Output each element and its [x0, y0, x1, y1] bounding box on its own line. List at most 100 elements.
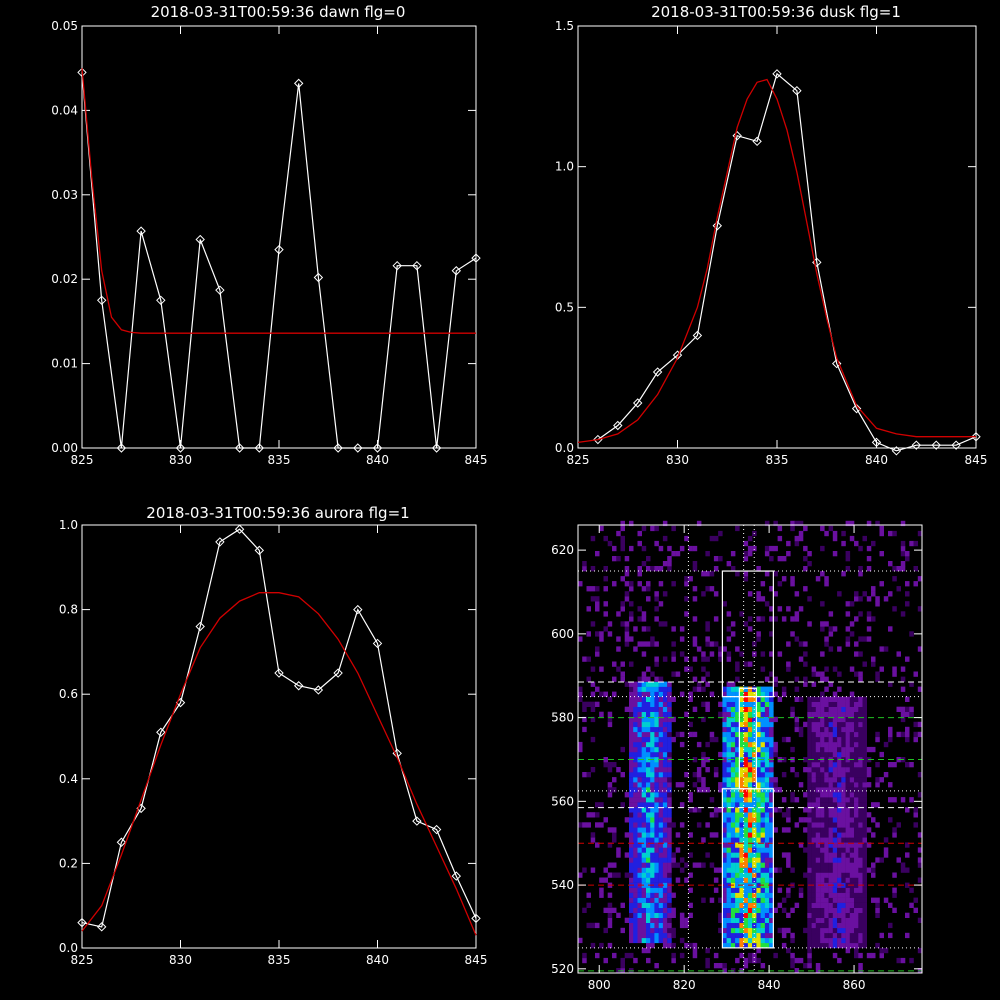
heatmap-cell	[803, 847, 808, 853]
heatmap-cell	[807, 907, 812, 913]
heatmap-cell	[646, 676, 651, 682]
heatmap-cell	[764, 691, 770, 697]
heatmap-cell	[862, 757, 867, 763]
heatmap-cell	[620, 621, 625, 627]
heatmap-cell	[875, 857, 880, 863]
heatmap-cell	[764, 817, 770, 823]
heatmap-cell	[735, 757, 740, 763]
heatmap-cell	[794, 822, 800, 828]
heatmap-cell	[633, 877, 638, 883]
heatmap-cell	[858, 651, 863, 657]
heatmap-cell	[773, 827, 778, 833]
heatmap-cell	[760, 736, 766, 743]
heatmap-cell	[854, 696, 859, 702]
heatmap-cell	[735, 902, 740, 908]
heatmap-cell	[807, 837, 812, 843]
heatmap-cell	[637, 857, 642, 863]
heatmap-cell	[654, 907, 659, 913]
heatmap-cell	[807, 716, 812, 723]
heatmap-cell	[815, 963, 821, 969]
heatmap-cell	[679, 912, 685, 918]
heatmap-cell	[696, 787, 702, 793]
heatmap-cell	[845, 706, 851, 712]
heatmap-cell	[650, 767, 655, 773]
heatmap-cell	[769, 817, 774, 823]
heatmap-cell	[730, 736, 736, 743]
heatmap-cell	[629, 817, 634, 823]
heatmap-cell	[646, 586, 651, 592]
heatmap-cell	[913, 897, 918, 903]
heatmap-cell	[743, 736, 749, 743]
heatmap-cell	[646, 736, 651, 743]
heatmap-cell	[582, 656, 587, 662]
heatmap-cell	[837, 772, 842, 778]
heatmap-cell	[726, 897, 732, 903]
heatmap-cell	[815, 942, 821, 949]
heatmap-cell	[854, 912, 859, 918]
heatmap-cell	[654, 686, 659, 692]
heatmap-cell	[590, 621, 596, 627]
heatmap-cell	[743, 963, 749, 969]
heatmap-cell	[854, 942, 859, 949]
heatmap-cell	[807, 947, 812, 954]
heatmap-cell	[909, 902, 914, 908]
heatmap-cell	[862, 741, 867, 748]
heatmap-cell	[735, 817, 740, 823]
heatmap-cell	[760, 837, 766, 843]
heatmap-cell	[590, 812, 596, 818]
heatmap-cell	[650, 817, 655, 823]
heatmap-cell	[849, 812, 855, 818]
heatmap-cell	[718, 751, 723, 758]
heatmap-cell	[730, 802, 736, 808]
heatmap-y-tick-label: 560	[551, 794, 574, 808]
heatmap-cell	[743, 812, 749, 818]
heatmap-cell	[769, 696, 774, 702]
heatmap-cell	[641, 741, 647, 748]
heatmap-cell	[845, 947, 851, 954]
heatmap-cell	[858, 917, 863, 923]
heatmap-cell	[756, 716, 761, 723]
heatmap-cell	[679, 922, 685, 929]
heatmap-cell	[646, 767, 651, 773]
heatmap-cell	[752, 867, 757, 873]
heatmap-cell	[752, 957, 757, 964]
heatmap-cell	[781, 772, 787, 778]
heatmap-cell	[713, 867, 719, 873]
heatmap-cell	[671, 581, 676, 587]
heatmap-cell	[650, 807, 655, 813]
heatmap-cell	[764, 942, 770, 949]
heatmap-cell	[629, 827, 634, 833]
heatmap-cell	[832, 847, 838, 853]
heatmap-cell	[854, 852, 859, 858]
heatmap-region-box	[721, 570, 774, 698]
heatmap-cell	[743, 757, 749, 763]
heatmap-cell	[845, 736, 851, 743]
heatmap-cell	[705, 636, 710, 642]
heatmap-cell	[713, 812, 719, 818]
heatmap-cell	[726, 827, 732, 833]
heatmap-cell	[629, 857, 634, 863]
heatmap-cell	[637, 907, 642, 913]
heatmap-cell	[841, 877, 846, 883]
heatmap-cell	[629, 762, 634, 768]
heatmap-cell	[794, 636, 800, 642]
heatmap-cell	[909, 797, 914, 803]
heatmap-cell	[798, 656, 804, 662]
heatmap-cell	[654, 782, 659, 788]
heatmap-cell	[667, 751, 672, 758]
heatmap-cell	[769, 907, 774, 913]
heatmap-cell	[752, 777, 757, 783]
heatmap-cell	[633, 777, 638, 783]
heatmap-cell	[679, 626, 685, 632]
heatmap-cell	[764, 937, 770, 944]
heatmap-cell	[764, 802, 770, 808]
heatmap-cell	[849, 741, 855, 748]
heatmap-cell	[747, 762, 753, 768]
heatmap-cell	[845, 867, 851, 873]
heatmap-cell	[654, 797, 659, 803]
heatmap-cell	[696, 646, 702, 652]
heatmap-cell	[722, 887, 727, 893]
heatmap-cell	[803, 641, 808, 647]
heatmap-cell	[747, 686, 753, 692]
heatmap-cell	[629, 847, 634, 853]
